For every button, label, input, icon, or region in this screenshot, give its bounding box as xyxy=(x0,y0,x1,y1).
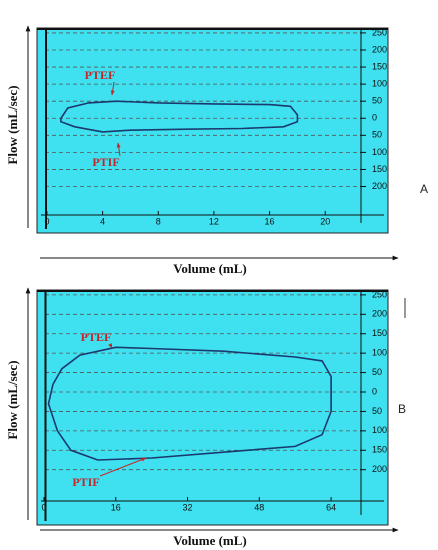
panel-label: A xyxy=(420,182,428,196)
annotation-arrow xyxy=(99,457,147,477)
x-tick-label: 16 xyxy=(265,216,275,226)
annotation: PTIF xyxy=(72,475,99,489)
y-tick-label: 50 xyxy=(372,96,382,106)
flow-volume-loop xyxy=(60,100,299,133)
x-tick-label: 48 xyxy=(254,502,264,512)
y-tick-label: 100 xyxy=(372,425,387,435)
x-tick-label: 16 xyxy=(111,502,121,512)
annotation-arrow xyxy=(116,142,121,157)
annotation: PTEF xyxy=(85,68,116,82)
y-tick-label: 200 xyxy=(372,464,387,474)
y-tick-label: 200 xyxy=(372,44,387,54)
panel-label: B xyxy=(398,402,406,416)
y-axis-label: Flow (mL/sec) xyxy=(5,85,20,164)
y-tick-label: 0 xyxy=(372,386,377,396)
annotation: PTIF xyxy=(92,155,119,169)
y-tick-label: 100 xyxy=(372,348,387,358)
y-tick-label: 50 xyxy=(372,367,382,377)
x-tick-label: 0 xyxy=(44,216,49,226)
flow-volume-loop xyxy=(47,346,332,461)
x-axis-label: Volume (mL) xyxy=(173,261,247,276)
x-tick-label: 4 xyxy=(100,216,105,226)
y-tick-label: 150 xyxy=(372,328,387,338)
annotation: PTEF xyxy=(81,330,112,344)
plot-panel xyxy=(36,27,389,234)
y-tick-label: 200 xyxy=(372,181,387,191)
y-tick-label: 250 xyxy=(372,27,387,37)
x-axis-label: Volume (mL) xyxy=(173,533,247,548)
y-tick-label: 100 xyxy=(372,147,387,157)
x-tick-label: 64 xyxy=(326,502,336,512)
y-axis-label: Flow (mL/sec) xyxy=(5,360,20,439)
y-tick-label: 150 xyxy=(372,164,387,174)
annotation-arrow xyxy=(110,81,115,96)
x-tick-label: 32 xyxy=(183,502,193,512)
annotation-arrow xyxy=(108,343,113,349)
x-tick-label: 20 xyxy=(320,216,330,226)
y-tick-label: 150 xyxy=(372,445,387,455)
x-tick-label: 12 xyxy=(209,216,219,226)
y-tick-label: 50 xyxy=(372,130,382,140)
y-tick-label: 50 xyxy=(372,406,382,416)
y-tick-label: 100 xyxy=(372,78,387,88)
y-tick-label: 150 xyxy=(372,61,387,71)
plot-panel xyxy=(36,289,389,526)
y-tick-label: 0 xyxy=(372,113,377,123)
x-tick-label: 8 xyxy=(156,216,161,226)
x-tick-label: 0 xyxy=(41,502,46,512)
y-tick-label: 200 xyxy=(372,309,387,319)
y-tick-label: 250 xyxy=(372,289,387,299)
